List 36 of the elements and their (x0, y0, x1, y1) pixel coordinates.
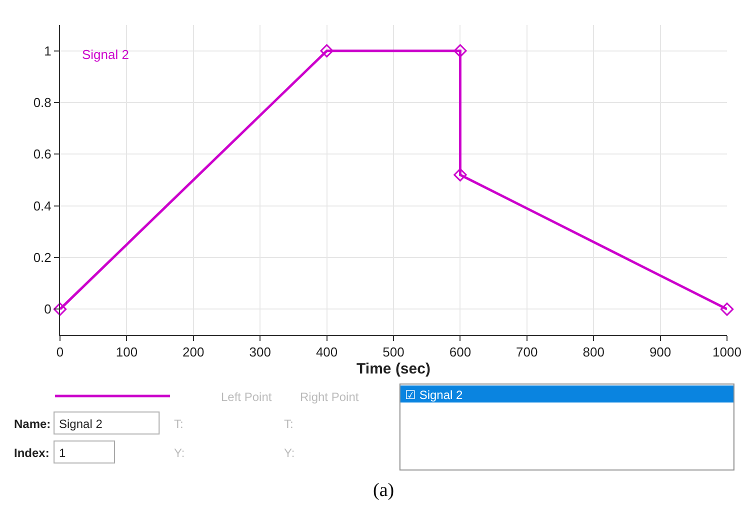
text: ☑ Signal 2 (405, 388, 464, 402)
text: T: (284, 417, 294, 431)
x-tick-label: 900 (649, 344, 672, 360)
point (53, 302, 67, 316)
text: (a) (373, 480, 394, 501)
x-tick-label: 200 (182, 344, 204, 360)
point (454, 168, 467, 182)
text: Name: (14, 417, 51, 431)
x-tick-label: 500 (382, 344, 404, 360)
text: Right Point (300, 390, 360, 404)
x-tick-label: 0 (56, 344, 64, 360)
y-tick-label: 0.6 (33, 146, 52, 162)
x-tick-label: 1000 (712, 344, 742, 360)
x-tick-label: 800 (582, 344, 604, 360)
text: Y: (284, 446, 295, 460)
y-tick-label: 0.2 (33, 250, 52, 266)
y-tick-label: 0 (44, 302, 52, 317)
text: Signal 2 (82, 47, 129, 62)
text: 1 (59, 446, 66, 460)
x-axis-title: Time (sec) (356, 360, 430, 378)
text: Left Point (221, 390, 272, 404)
x-tick-label: 300 (249, 344, 271, 360)
point (320, 44, 334, 58)
text: Y: (174, 446, 185, 460)
point (720, 302, 734, 316)
x-tick-label: 100 (116, 344, 138, 360)
text: Index: (14, 446, 50, 460)
x-tick-label: 700 (516, 344, 538, 360)
y-tick-label: 1 (44, 43, 52, 58)
text: Signal 2 (59, 417, 103, 431)
y-tick-label: 0.4 (33, 198, 52, 214)
text: T: (174, 417, 184, 431)
y-tick-label: 0.8 (33, 95, 52, 110)
x-tick-label: 400 (316, 344, 338, 360)
point (454, 44, 467, 58)
x-tick-label: 600 (449, 344, 472, 360)
